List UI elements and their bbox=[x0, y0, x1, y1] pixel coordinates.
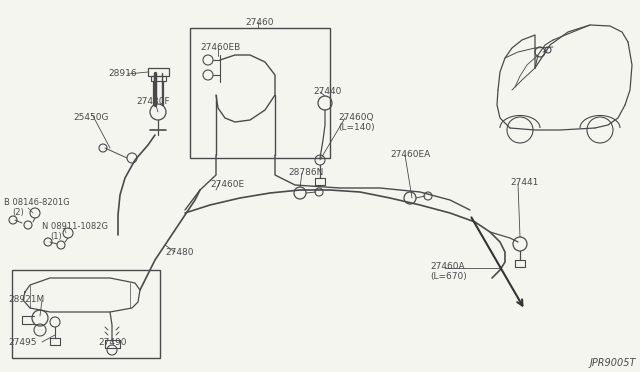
Text: 27460E: 27460E bbox=[210, 180, 244, 189]
Text: 27480F: 27480F bbox=[136, 97, 170, 106]
Bar bbox=[148, 68, 169, 76]
Text: (2): (2) bbox=[12, 208, 24, 217]
Text: 27460A: 27460A bbox=[430, 262, 465, 271]
Bar bbox=[151, 76, 166, 81]
Text: 28921M: 28921M bbox=[8, 295, 44, 304]
Text: 25450G: 25450G bbox=[73, 113, 109, 122]
Text: 27460Q: 27460Q bbox=[338, 113, 374, 122]
Text: 28916: 28916 bbox=[108, 69, 136, 78]
Text: N 08911-1082G: N 08911-1082G bbox=[42, 222, 108, 231]
Text: 27441: 27441 bbox=[510, 178, 538, 187]
Text: 27480: 27480 bbox=[165, 248, 193, 257]
Text: (L=670): (L=670) bbox=[430, 272, 467, 281]
Text: 27490: 27490 bbox=[98, 338, 127, 347]
Text: 27460: 27460 bbox=[245, 18, 273, 27]
Text: 27460EA: 27460EA bbox=[390, 150, 430, 159]
Text: 27460EB: 27460EB bbox=[200, 43, 240, 52]
Bar bbox=[190, 28, 330, 158]
Bar bbox=[12, 270, 160, 358]
Text: (1): (1) bbox=[50, 232, 61, 241]
Text: (L=140): (L=140) bbox=[338, 123, 374, 132]
Text: 28786N: 28786N bbox=[288, 168, 323, 177]
Text: B 08146-8201G: B 08146-8201G bbox=[4, 198, 70, 207]
Text: JPR9005T: JPR9005T bbox=[590, 358, 637, 368]
Text: 27495: 27495 bbox=[8, 338, 36, 347]
Text: 27440: 27440 bbox=[313, 87, 341, 96]
